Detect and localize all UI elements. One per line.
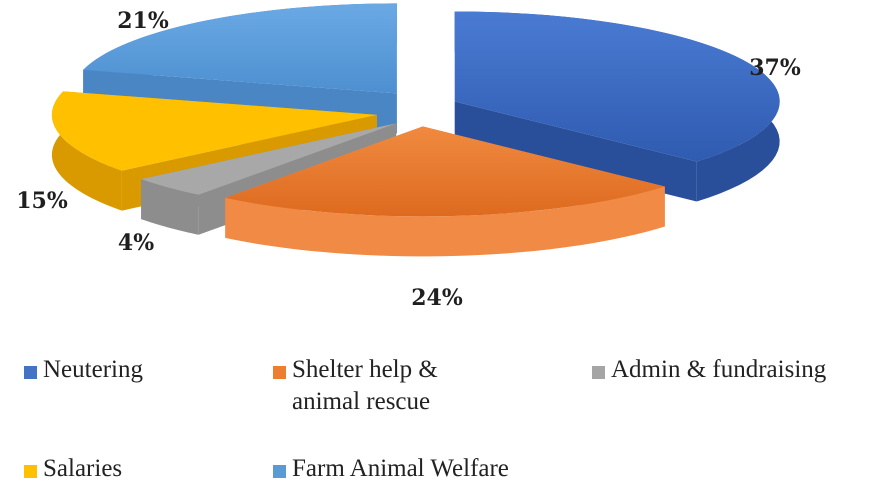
pie-slice-side <box>225 186 665 257</box>
legend-label-line: animal rescue <box>292 388 431 415</box>
legend-swatch <box>273 366 286 379</box>
legend-swatch <box>24 366 37 379</box>
data-label-farm: 21% <box>117 8 169 34</box>
pie-slice-top <box>454 11 780 162</box>
legend-label: Farm Animal Welfare <box>292 455 509 482</box>
data-label-neutering: 37% <box>749 55 801 81</box>
legend-label: Admin & fundraising <box>611 356 827 383</box>
legend-item-salaries: Salaries <box>24 453 122 485</box>
data-label-shelter: 24% <box>411 285 463 311</box>
pie-slice-side <box>141 179 199 235</box>
data-label-admin: 4% <box>118 230 154 256</box>
legend-label: Salaries <box>43 455 123 482</box>
pie-chart: 21% 37% 15% 4% 24% <box>16 3 801 311</box>
legend-item-admin: Admin & fundraising <box>592 354 826 386</box>
pie-slice-top <box>225 126 665 217</box>
legend-label: Neutering <box>43 356 143 383</box>
pie-slice-side <box>51 91 122 211</box>
legend-label: Shelter help & animal rescue <box>292 354 438 418</box>
pie-slice-top <box>83 3 397 94</box>
legend-label-line: Shelter help & <box>292 356 438 383</box>
pie-slice-top <box>141 123 397 195</box>
legend-item-shelter: Shelter help & animal rescue <box>273 354 438 418</box>
pie-slice-top <box>51 91 377 171</box>
legend-item-neutering: Neutering <box>24 354 143 386</box>
legend-item-farm: Farm Animal Welfare <box>273 453 509 485</box>
data-label-salaries: 15% <box>16 188 68 214</box>
legend: Neutering Shelter help & animal rescue A… <box>0 350 876 485</box>
legend-swatch <box>273 465 286 478</box>
legend-swatch <box>24 465 37 478</box>
pie-slice-shelter <box>225 126 665 257</box>
legend-swatch <box>592 366 605 379</box>
pie-slice-cut <box>141 123 397 220</box>
pie-slice-cut <box>454 101 697 202</box>
pie-slice-neutering <box>454 11 780 202</box>
